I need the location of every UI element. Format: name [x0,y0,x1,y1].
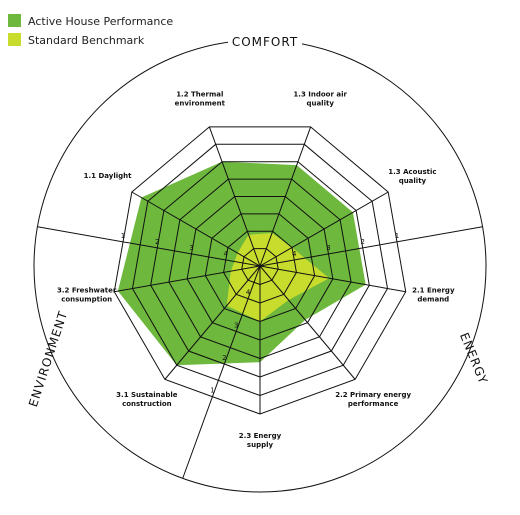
axis-label-line: 1.2 Thermal [176,91,223,99]
grid-ring [150,161,370,378]
spoke [208,126,261,267]
section-divider [259,226,483,267]
spoke [259,265,406,293]
axis-label-line: quality [399,177,427,185]
axis-label: 2.3 Energy supply [239,432,282,449]
tick-label: 1 [395,232,399,240]
section-label: COMFORT [232,35,298,49]
axis-label-line: performance [348,400,399,408]
spoke [164,265,261,380]
grid-ring [168,178,352,360]
axis-label-line: quality [306,100,334,108]
axis-label-line: environment [175,100,226,108]
grid-ring [204,213,316,323]
grid-layer [33,39,487,493]
axis-label-line: construction [122,400,172,408]
section-divider [37,226,261,267]
axis-label-line: 2.2 Primary energy [335,391,411,399]
series-area [226,232,330,322]
grid-ring [113,126,407,415]
tick-label: 1 [210,387,214,395]
series-layer [117,161,366,366]
section-label: ENVIRONMENT [26,309,70,409]
section-divider [182,265,261,479]
axis-label: 3.1 Sustainable construction [116,391,178,408]
axis-label-line: consumption [61,296,112,304]
axis-label-line: 2.3 Energy [239,432,282,440]
axis-label: 1.2 Thermal environment [175,91,226,108]
legend-label: Standard Benchmark [28,34,145,47]
tick-label: 1 [121,232,125,240]
axis-label: 2.2 Primary energy performance [335,391,411,408]
axis-label-line: 3.2 Freshwater [57,287,117,295]
spoke [131,191,261,267]
legend-swatch [8,33,21,46]
axis-label: 1.3 Acoustic quality [388,168,436,185]
spoke [259,191,389,267]
axis-label-line: 3.1 Sustainable [116,391,178,399]
legend-label: Active House Performance [28,15,173,28]
tick-label: 2 [155,238,159,246]
axis-label-line: 1.3 Acoustic [388,168,436,176]
spoke [259,126,312,267]
spoke [114,265,261,293]
axis-label-line: 1.3 Indoor air [293,91,347,99]
section-label: ENERGY [457,331,490,387]
tick-label: 2 [222,354,226,362]
tick-label: 4 [292,250,297,258]
section-label-bg [228,32,302,50]
legend-swatch [8,14,21,27]
tick-label: 4 [224,250,229,258]
axis-label: 1.1 Daylight [84,172,133,180]
axis-label-line: 2.1 Energy [412,287,455,295]
tick-label: 4 [246,289,251,297]
axis-label: 2.1 Energy demand [412,287,455,304]
grid-ring [186,195,334,341]
axis-label-line: supply [247,441,274,449]
tick-label: 3 [189,244,193,252]
grid-ring [223,230,297,304]
tick-label: 3 [234,321,238,329]
axis-label: 1.3 Indoor air quality [293,91,347,108]
axis-label-line: 1.1 Daylight [84,172,133,180]
tick-label: 2 [360,238,364,246]
grid-ring [241,248,279,286]
tick-label: 3 [326,244,330,252]
axis-label-line: demand [417,296,449,304]
spoke [259,265,356,380]
grid-ring [131,143,389,397]
axis-label: 3.2 Freshwater consumption [57,287,117,304]
